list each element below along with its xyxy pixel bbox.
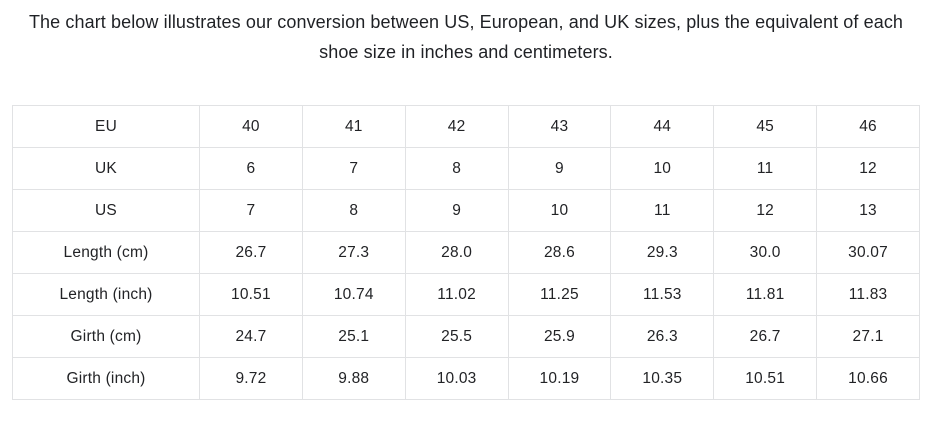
table-cell: 27.1 [816,315,920,358]
table-row-uk: UK 6 7 8 9 10 11 12 [12,147,920,190]
table-cell: 27.3 [301,231,406,274]
table-cell: 25.9 [507,315,612,358]
table-cell: 11.83 [816,273,920,316]
table-cell: 11 [713,147,818,190]
size-chart-caption: The chart below illustrates our conversi… [28,12,904,62]
table-row-eu: EU 40 41 42 43 44 45 46 [12,105,920,148]
row-label-girth-inch: Girth (inch) [12,357,200,400]
table-cell: 44 [610,105,715,148]
table-cell: 11.02 [404,273,509,316]
table-cell: 25.1 [301,315,406,358]
table-cell: 24.7 [199,315,303,358]
table-cell: 6 [199,147,303,190]
table-cell: 10.19 [507,357,612,400]
table-cell: 42 [404,105,509,148]
table-cell: 9 [404,189,509,232]
table-cell: 10.51 [199,273,303,316]
table-row-length-cm: Length (cm) 26.7 27.3 28.0 28.6 29.3 30.… [12,231,920,274]
table-row-girth-cm: Girth (cm) 24.7 25.1 25.5 25.9 26.3 26.7… [12,315,920,358]
row-label-uk: UK [12,147,200,190]
table-cell: 10.03 [404,357,509,400]
table-cell: 40 [199,105,303,148]
row-label-eu: EU [12,105,200,148]
table-row-us: US 7 8 9 10 11 12 13 [12,189,920,232]
table-cell: 41 [301,105,406,148]
row-label-girth-cm: Girth (cm) [12,315,200,358]
table-cell: 8 [301,189,406,232]
table-cell: 25.5 [404,315,509,358]
table-cell: 30.0 [713,231,818,274]
table-cell: 12 [713,189,818,232]
table-cell: 30.07 [816,231,920,274]
row-label-length-inch: Length (inch) [12,273,200,316]
table-cell: 26.7 [713,315,818,358]
table-cell: 10 [507,189,612,232]
table-cell: 9.72 [199,357,303,400]
table-cell: 26.7 [199,231,303,274]
table-cell: 11.81 [713,273,818,316]
table-cell: 10.35 [610,357,715,400]
size-conversion-table: EU 40 41 42 43 44 45 46 UK 6 7 8 9 10 11… [12,105,920,400]
row-label-length-cm: Length (cm) [12,231,200,274]
table-cell: 28.6 [507,231,612,274]
table-cell: 10 [610,147,715,190]
table-cell: 45 [713,105,818,148]
table-cell: 10.74 [301,273,406,316]
table-cell: 9.88 [301,357,406,400]
row-label-us: US [12,189,200,232]
table-cell: 8 [404,147,509,190]
table-cell: 11.25 [507,273,612,316]
table-cell: 10.66 [816,357,920,400]
table-cell: 7 [199,189,303,232]
table-cell: 28.0 [404,231,509,274]
table-cell: 7 [301,147,406,190]
table-row-girth-inch: Girth (inch) 9.72 9.88 10.03 10.19 10.35… [12,357,920,400]
table-cell: 43 [507,105,612,148]
table-cell: 10.51 [713,357,818,400]
table-cell: 13 [816,189,920,232]
table-cell: 12 [816,147,920,190]
table-cell: 11.53 [610,273,715,316]
table-cell: 11 [610,189,715,232]
table-cell: 9 [507,147,612,190]
table-cell: 46 [816,105,920,148]
table-cell: 29.3 [610,231,715,274]
table-cell: 26.3 [610,315,715,358]
table-row-length-inch: Length (inch) 10.51 10.74 11.02 11.25 11… [12,273,920,316]
